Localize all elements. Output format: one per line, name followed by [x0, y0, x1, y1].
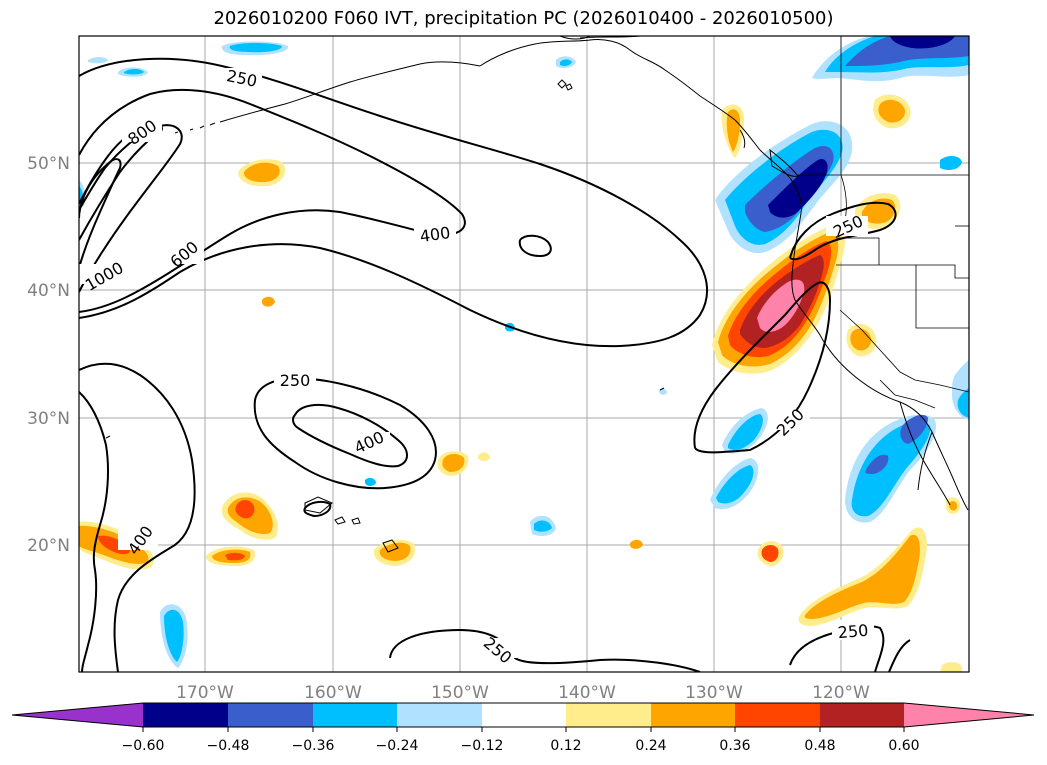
colorbar-tick-label: −0.24 [376, 738, 419, 754]
colorbar-tick-label: −0.36 [292, 738, 335, 754]
pos-anomaly-cp-6-core [225, 552, 245, 561]
colorbar-segment [651, 703, 735, 727]
neg-anomaly-cp-1 [534, 520, 552, 532]
neg-anomaly-sw [164, 609, 184, 662]
colorbar-tick-label: 0.36 [719, 738, 750, 754]
ivt-contour-250-small [303, 500, 332, 518]
colorbar-segment [482, 703, 566, 727]
lon-axis: 170°W 160°W 150°W 140°W 130°W 120°W [176, 683, 870, 703]
neg-anomaly-baja-2 [865, 454, 889, 474]
political-borders [798, 36, 969, 409]
neg-anomaly-cp-2 [365, 477, 376, 486]
colorbar-extend-high [904, 703, 1034, 727]
neg-anomaly-ne [940, 156, 962, 170]
precip-shading [79, 36, 969, 672]
neg-anomaly-canada-3 [890, 36, 955, 49]
colorbar-tick-label: 0.12 [550, 738, 581, 754]
ivt-contour-250-west [79, 391, 109, 672]
pos-anomaly-cp-5-core [235, 500, 255, 519]
lon-label-160w: 160°W [304, 683, 362, 703]
colorbar-tick-label: 0.48 [804, 738, 835, 754]
ivt-contour-250-or [789, 201, 897, 261]
pos-anomaly-mx [949, 501, 958, 511]
lat-label-40n: 40°N [27, 281, 70, 301]
lat-label-20n: 20°N [27, 536, 70, 556]
pos-anomaly-s [761, 544, 779, 562]
map-panel: 250 800 400 600 1000 250 400 400 250 250… [79, 36, 969, 672]
contour-label-400-north: 400 [419, 223, 452, 246]
colorbar-extend-low [12, 703, 143, 727]
pos-anomaly-cp-7 [379, 542, 411, 561]
map-title: 2026010200 F060 IVT, precipitation PC (2… [213, 8, 834, 29]
lat-label-30n: 30°N [27, 409, 70, 429]
colorbar-segment [566, 703, 651, 727]
pos-anomaly-cp-1 [243, 162, 280, 183]
lon-label-120w: 120°W [812, 683, 870, 703]
colorbar-tick-label: −0.60 [122, 738, 165, 754]
ivt-contour-400-central [292, 403, 408, 468]
pos-anomaly-cp-3 [442, 454, 465, 472]
lon-label-140w: 140°W [558, 683, 616, 703]
ivt-contour-250-north [79, 57, 709, 348]
ivt-contour-250-south [389, 628, 701, 672]
neg-anomaly-cp-4 [659, 388, 667, 395]
colorbar-tick-label: 0.24 [635, 738, 666, 754]
neg-anomaly-goa [560, 59, 572, 66]
map-frame [78, 35, 970, 673]
colorbar-segment [397, 703, 482, 727]
colorbar-tick-label: 0.60 [888, 738, 919, 754]
colorbar-segment [313, 703, 397, 727]
pos-anomaly-cp-4 [478, 452, 490, 461]
lon-label-170w: 170°W [176, 683, 234, 703]
lat-axis: 50°N 40°N 30°N 20°N [27, 154, 70, 556]
ivt-contour-250-ar [693, 281, 832, 454]
colorbar: −0.60 −0.48 −0.36 −0.24 −0.12 0.12 0.24 … [11, 702, 1035, 754]
neg-anomaly-baja-3 [900, 414, 928, 444]
ivt-contour-400-small [518, 234, 552, 258]
colorbar-ticks [142, 727, 905, 732]
contour-label-250-se: 250 [837, 621, 869, 643]
lon-label-150w: 150°W [431, 683, 489, 703]
colorbar-segment [820, 703, 904, 727]
neg-anomaly-pnw-3 [768, 159, 828, 218]
contour-label-250-central: 250 [280, 371, 311, 390]
pos-anomaly-nrock [878, 99, 906, 123]
neg-anomaly-e [957, 388, 969, 418]
neg-anomaly-offshore-2 [716, 465, 754, 504]
colorbar-tick-label: −0.12 [461, 738, 504, 754]
lat-label-50n: 50°N [27, 154, 70, 174]
pos-anomaly-se [804, 534, 920, 619]
pos-anomaly-bc [726, 109, 740, 152]
neg-anomaly-nw-2 [124, 69, 144, 75]
ivt-contour-600 [79, 124, 183, 293]
neg-anomaly-nw-3 [88, 57, 108, 64]
neg-anomaly-baja-1 [851, 421, 931, 517]
pos-anomaly-cp-2 [262, 296, 275, 307]
pos-anomaly-or [862, 198, 896, 224]
colorbar-segment [228, 703, 313, 727]
colorbar-segment [143, 703, 228, 727]
pos-anomaly-bottom-edge-outer [940, 662, 962, 672]
neg-anomaly-nw [229, 43, 282, 53]
neg-anomaly-offshore-1 [728, 414, 763, 450]
lon-label-130w: 130°W [685, 683, 743, 703]
colorbar-segment [735, 703, 820, 727]
pos-anomaly-cp-8 [630, 539, 643, 549]
ivt-contour-400-west [79, 362, 196, 672]
ivt-contour-1000 [79, 158, 122, 269]
colorbar-tick-label: −0.48 [207, 738, 250, 754]
